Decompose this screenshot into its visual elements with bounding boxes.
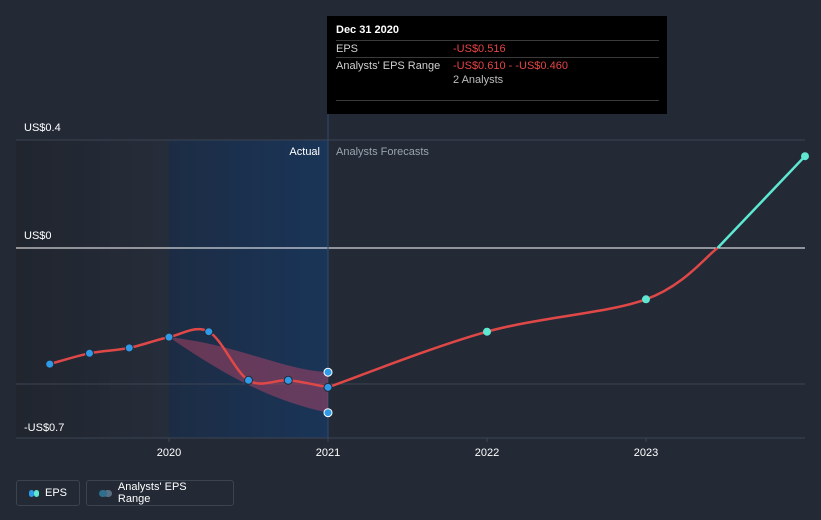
past-shade bbox=[16, 140, 169, 438]
y-tick-label: US$0.4 bbox=[24, 122, 61, 134]
actual-shade bbox=[169, 140, 328, 438]
actual-region-label: Actual bbox=[289, 146, 320, 158]
eps-actual-point bbox=[283, 375, 293, 385]
eps-actual-point bbox=[45, 359, 55, 369]
eps-forecast-line bbox=[327, 246, 719, 389]
eps-forecast-positive-line bbox=[716, 155, 806, 249]
range-swatch-icon bbox=[99, 489, 107, 497]
y-tick-label: US$0 bbox=[24, 230, 52, 242]
eps-actual-point bbox=[323, 382, 333, 392]
tooltip-divider bbox=[336, 100, 659, 101]
tooltip-eps-row: EPS -US$0.516 bbox=[336, 40, 659, 57]
x-tick-label: 2020 bbox=[157, 447, 181, 459]
analyst-range-band bbox=[169, 337, 328, 413]
forecast-region-label: Analysts Forecasts bbox=[336, 146, 429, 158]
eps-actual-point bbox=[124, 343, 134, 353]
tooltip-range-row: Analysts' EPS Range -US$0.610 - -US$0.46… bbox=[336, 57, 659, 74]
eps-forecast-point bbox=[483, 327, 491, 336]
data-tooltip: Dec 31 2020 EPS -US$0.516 Analysts' EPS … bbox=[327, 16, 667, 114]
tooltip-range-label: Analysts' EPS Range bbox=[336, 60, 441, 72]
tooltip-eps-value: -US$0.516 bbox=[453, 43, 506, 55]
eps-forecast-point bbox=[642, 295, 650, 304]
x-tick-label: 2021 bbox=[316, 447, 340, 459]
eps-actual-point bbox=[164, 332, 174, 342]
range-high-point bbox=[323, 367, 333, 377]
eps-swatch-icon bbox=[29, 489, 34, 497]
eps-actual-point bbox=[85, 348, 94, 358]
tooltip-analysts-count: 2 Analysts bbox=[453, 74, 504, 86]
eps-actual-point bbox=[204, 327, 214, 337]
x-tick-label: 2023 bbox=[634, 447, 658, 459]
x-tick-label: 2022 bbox=[475, 447, 499, 459]
legend-eps-button[interactable]: EPS bbox=[16, 480, 80, 506]
range-low-point bbox=[323, 408, 333, 418]
eps-forecast-point bbox=[801, 152, 809, 161]
tooltip-date: Dec 31 2020 bbox=[336, 24, 399, 36]
legend-eps-label: EPS bbox=[44, 487, 67, 499]
y-tick-label: -US$0.7 bbox=[24, 422, 64, 434]
tooltip-range-value: -US$0.610 - -US$0.460 bbox=[453, 60, 568, 72]
tooltip-eps-label: EPS bbox=[336, 43, 359, 55]
legend-range-label: Analysts' EPS Range bbox=[117, 481, 187, 505]
legend-range-button[interactable]: Analysts' EPS Range bbox=[86, 480, 234, 506]
eps-actual-point bbox=[244, 375, 253, 385]
